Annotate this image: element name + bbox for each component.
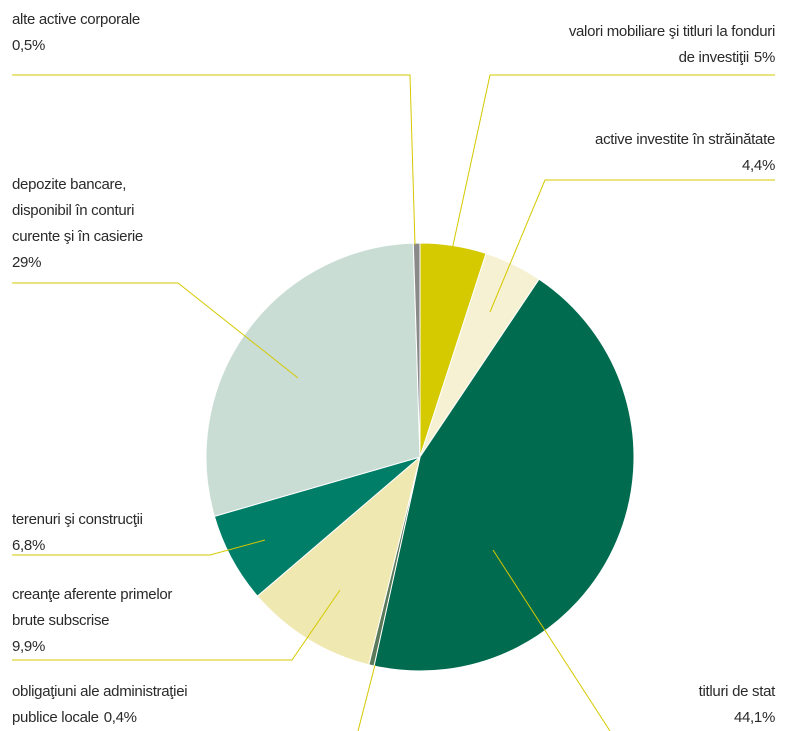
slice-label: creanţe aferente primelor brute subscrise	[12, 586, 172, 629]
slice-label: depozite bancare, disponibil în conturi cu…	[12, 176, 143, 245]
value-label: 44,1%	[734, 709, 775, 726]
leader-line	[357, 664, 376, 731]
pie-slice	[205, 242, 421, 517]
value-label: 4,4%	[742, 157, 775, 174]
leader-line	[12, 589, 341, 661]
label-line: depozite bancare,	[12, 176, 126, 193]
value-label: 29%	[12, 254, 41, 271]
label-line: curente şi în casierie	[12, 228, 143, 245]
pie-slice	[256, 455, 421, 666]
label-line: de investiţii	[679, 49, 749, 66]
value-label: 5%	[754, 49, 775, 66]
label-line: brute subscrise	[12, 612, 109, 629]
leader-line	[451, 74, 775, 251]
value-label: 0,5%	[12, 37, 45, 54]
leader-line	[492, 549, 611, 731]
slice-label: titluri de stat	[699, 683, 776, 700]
leader-line	[12, 539, 266, 556]
label-line: publice locale	[12, 709, 99, 726]
leader-line	[489, 179, 775, 313]
pie-slice	[412, 242, 421, 458]
label-line: obligaţiuni ale administraţiei	[12, 683, 187, 700]
value-label: 0,4%	[104, 709, 137, 726]
leader-line	[12, 282, 299, 379]
label-line: creanţe aferente primelor	[12, 586, 172, 603]
label-line: disponibil în conturi	[12, 202, 134, 219]
label-line: terenuri şi construcţii	[12, 511, 143, 528]
label-line: active investite în străinătate	[595, 131, 775, 148]
slice-label: valori mobiliare şi titluri la fonduri de…	[569, 23, 775, 66]
slice-label: obligaţiuni ale administraţiei publice lo…	[12, 683, 187, 726]
slice-label: active investite în străinătate	[595, 131, 775, 148]
slice-label: alte active corporale	[12, 11, 140, 28]
value-label: 6,8%	[12, 537, 45, 554]
label-line: alte active corporale	[12, 11, 140, 28]
label-line: valori mobiliare şi titluri la fonduri	[569, 23, 775, 40]
slice-label: terenuri şi construcţii	[12, 511, 143, 528]
label-line: titluri de stat	[699, 683, 776, 700]
leader-line	[12, 74, 416, 246]
pie-slice	[373, 278, 635, 672]
value-label: 9,9%	[12, 638, 45, 655]
